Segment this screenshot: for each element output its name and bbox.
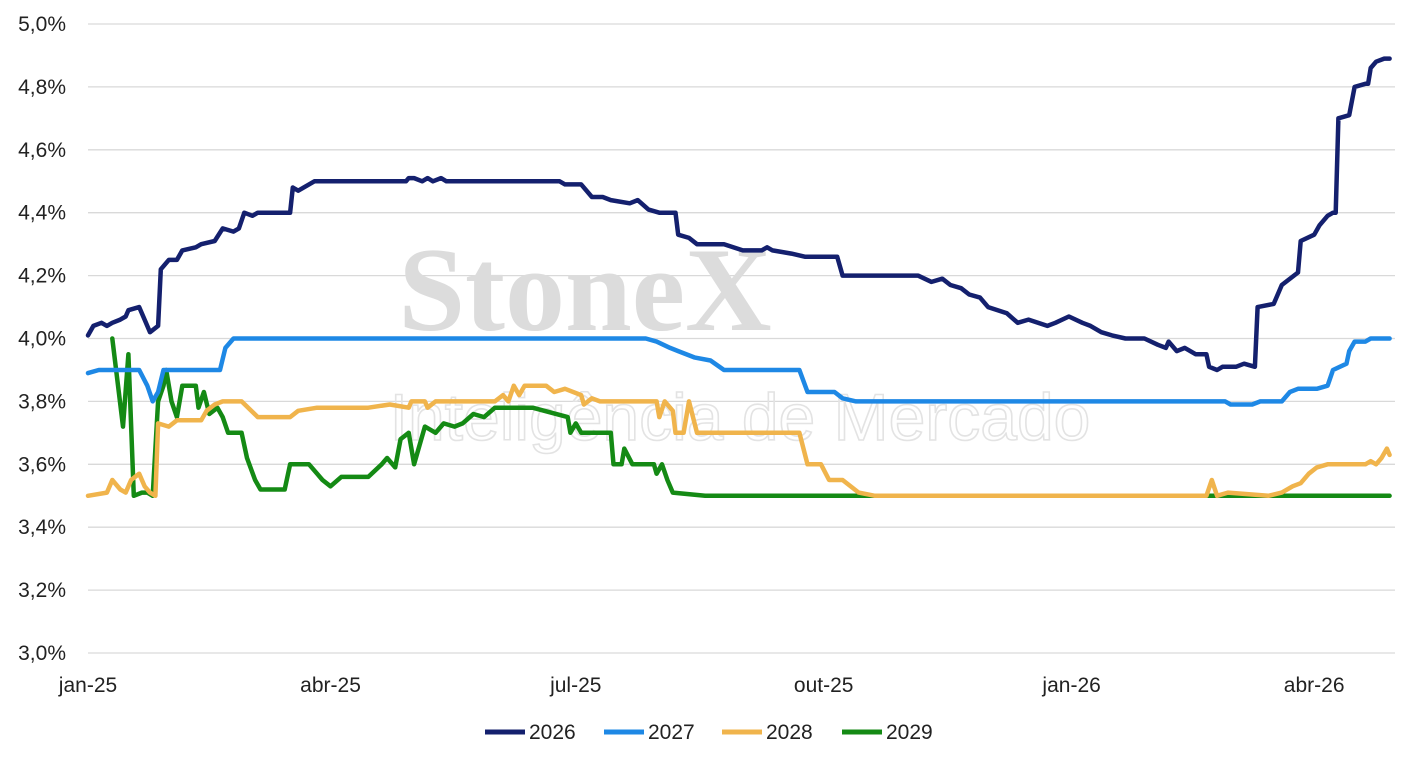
- x-tick-label: out-25: [794, 674, 854, 697]
- legend-item-2028: 2028: [722, 721, 813, 744]
- y-tick-label: 3,2%: [18, 579, 66, 602]
- y-tick-label: 4,4%: [18, 202, 66, 225]
- series-line-2026: [85, 56, 1392, 373]
- y-tick-label: 4,8%: [18, 76, 66, 99]
- y-tick-label: 4,2%: [18, 265, 66, 288]
- x-tick-label: abr-25: [300, 674, 361, 697]
- legend-item-2027: 2027: [604, 721, 695, 744]
- x-tick-label: jul-25: [549, 674, 601, 697]
- legend-label: 2028: [766, 721, 813, 744]
- y-tick-label: 3,0%: [18, 642, 66, 665]
- x-tick-label: abr-26: [1284, 674, 1345, 697]
- legend-label: 2026: [529, 721, 576, 744]
- watermark-tagline: Inteligência de Mercado: [390, 380, 1091, 454]
- x-tick-label: jan-25: [58, 674, 117, 697]
- y-tick-label: 3,6%: [18, 453, 66, 476]
- x-tick-label: jan-26: [1041, 674, 1100, 697]
- legend-item-2029: 2029: [842, 721, 933, 744]
- y-axis-tick-labels: 3,0% 3,2% 3,4% 3,6% 3,8% 4,0% 4,2% 4,4% 4,6% 4,8%…: [18, 13, 66, 665]
- legend-item-2026: 2026: [485, 721, 576, 744]
- y-tick-label: 3,8%: [18, 390, 66, 413]
- legend-label: 2027: [648, 721, 695, 744]
- x-axis-tick-labels: jan-25 abr-25 jul-25 out-25 jan-26 abr-26: [58, 674, 1345, 697]
- legend-label: 2029: [886, 721, 933, 744]
- y-tick-label: 3,4%: [18, 516, 66, 539]
- y-tick-label: 5,0%: [18, 13, 66, 36]
- y-tick-label: 4,0%: [18, 328, 66, 351]
- y-tick-label: 4,6%: [18, 139, 66, 162]
- series-line-2029: [110, 336, 1392, 499]
- series-line-2027: [85, 336, 1392, 407]
- legend: 2026 2027 2028 2029: [485, 721, 933, 744]
- series-lines: [85, 56, 1392, 499]
- series-line-2028: [85, 383, 1392, 499]
